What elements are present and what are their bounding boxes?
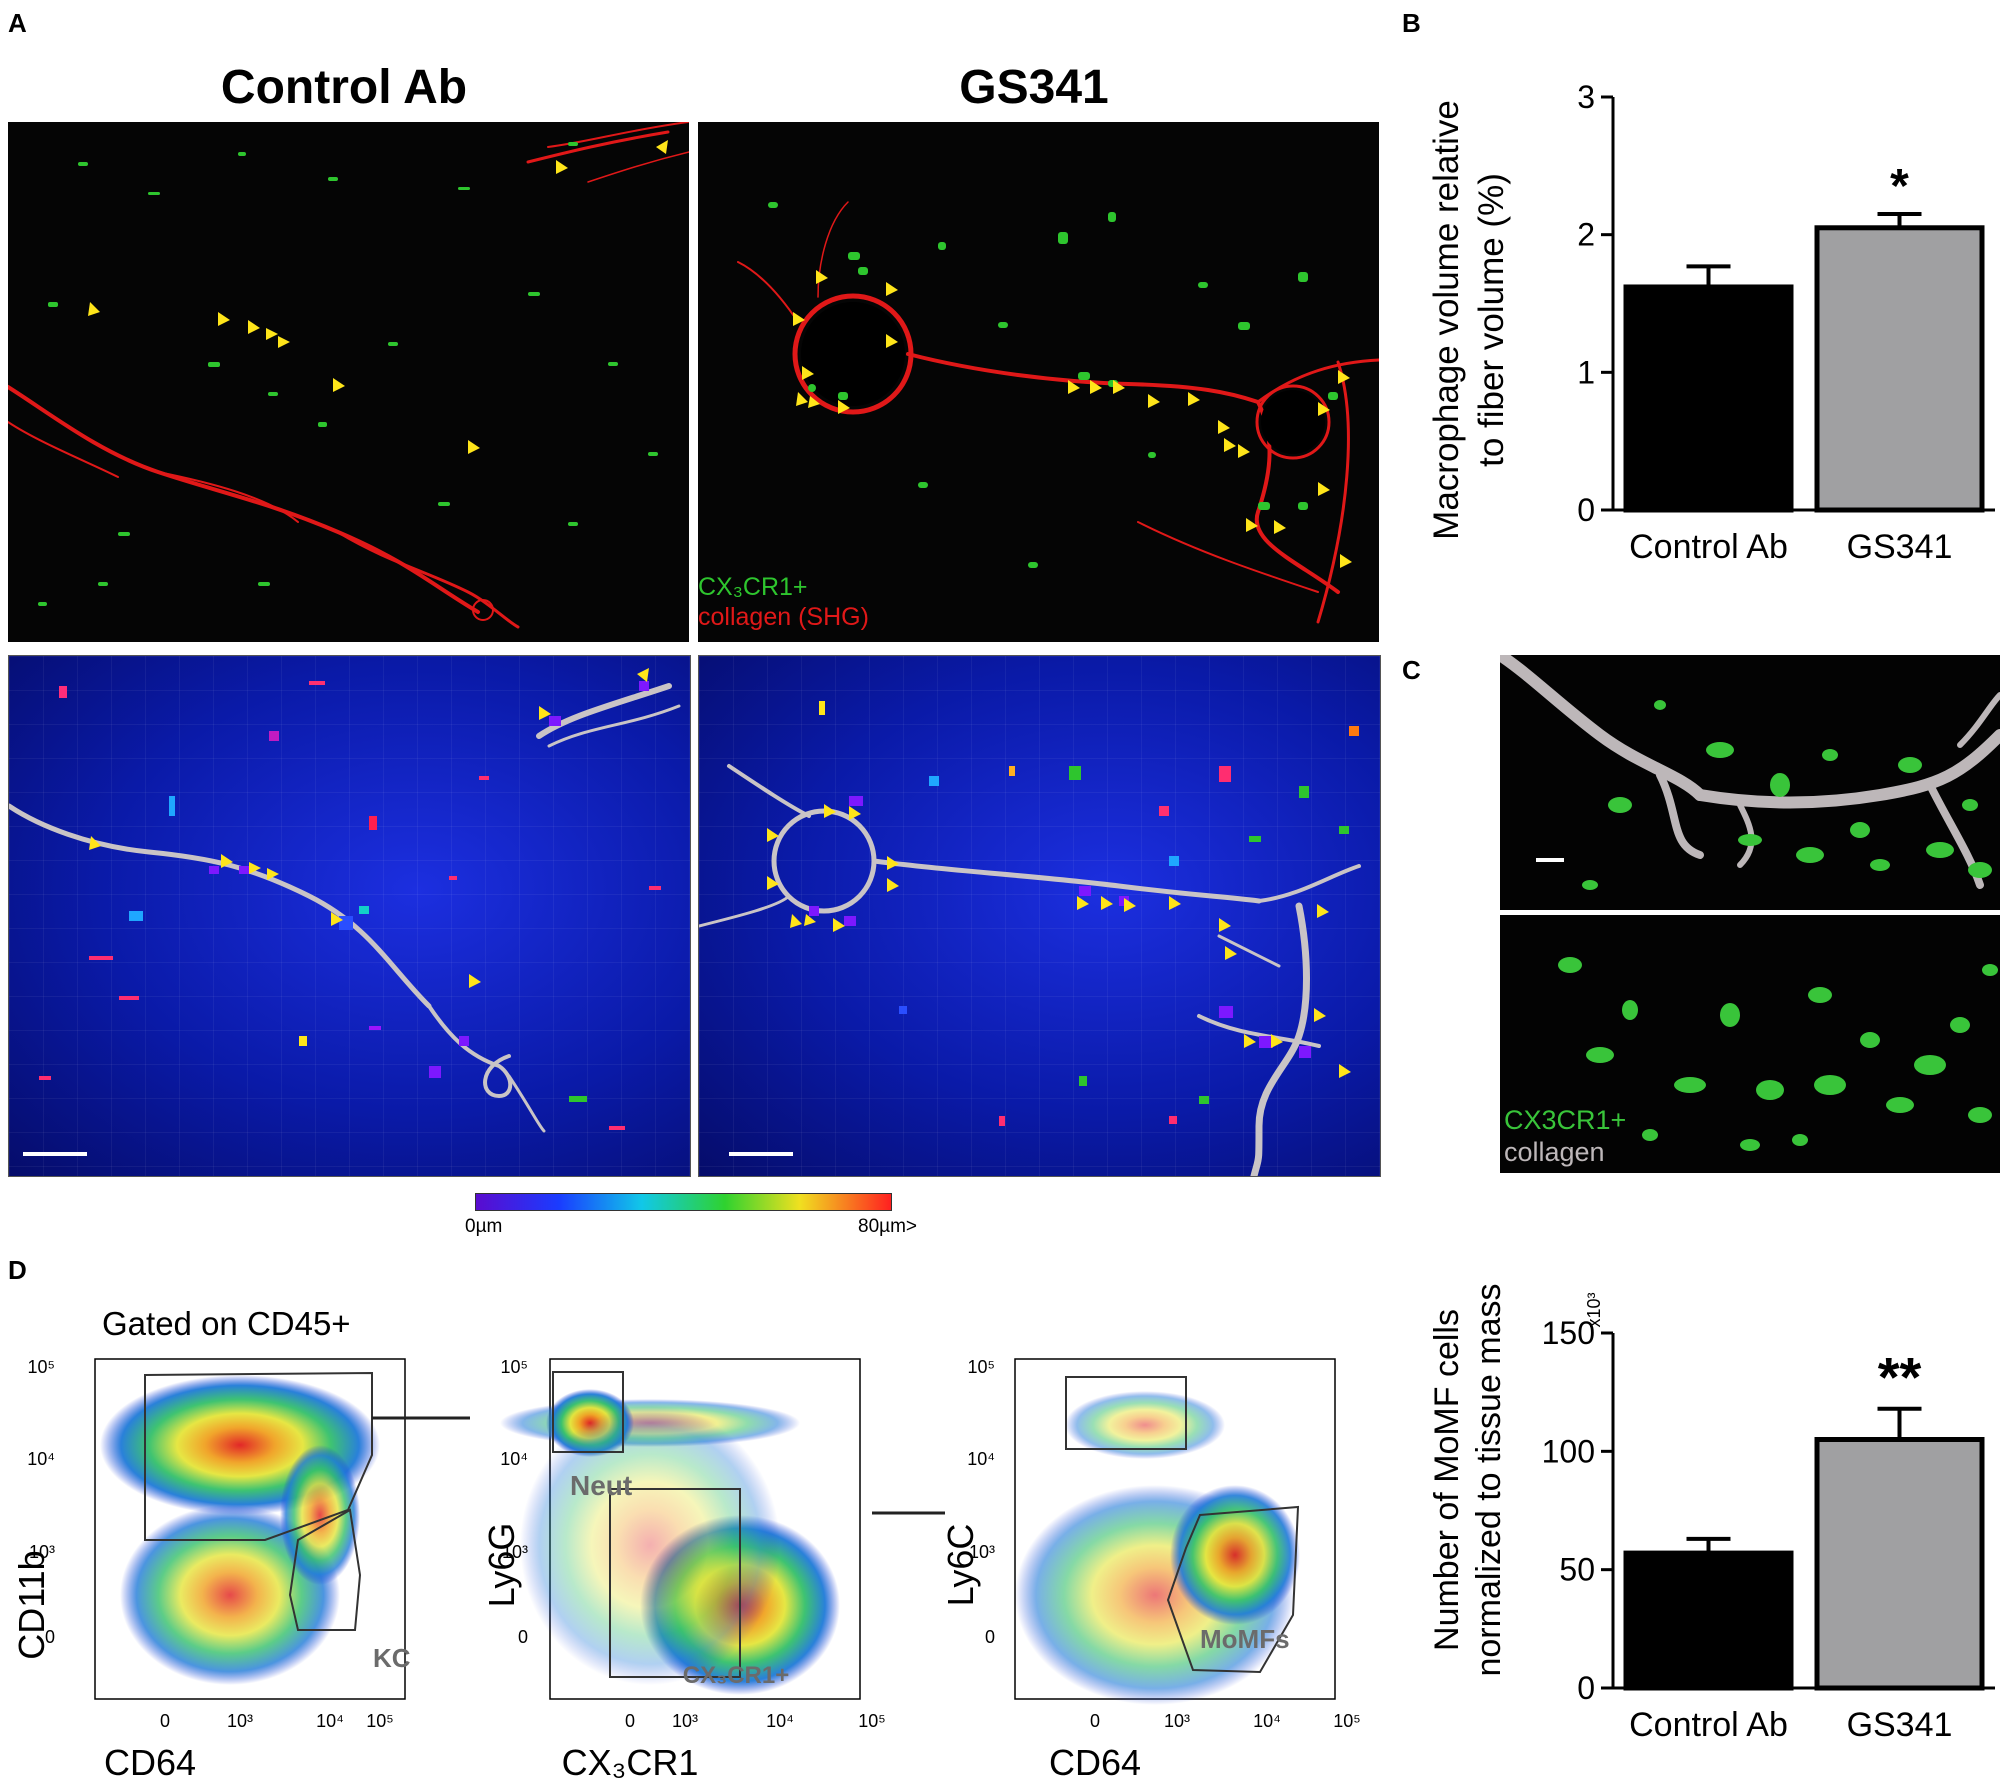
bar-1 <box>1814 225 1985 513</box>
kc-gate-label: KC <box>373 1643 411 1673</box>
panel-d-ylabel-line2: normalized to tissue mass <box>1470 1283 1508 1676</box>
tick: 10⁵ <box>28 1357 55 1377</box>
control-ab-title: Control Ab <box>220 61 468 114</box>
y-axis-label: CD11b <box>11 1550 52 1659</box>
panel-c-top-render <box>1500 655 2000 910</box>
tick: 10⁵ <box>858 1711 885 1731</box>
tick: 10³ <box>502 1542 528 1562</box>
tick: 10³ <box>969 1542 995 1562</box>
tick: 10⁴ <box>27 1449 55 1469</box>
panel-b-bar-chart: Macrophage volume relative to fiber volu… <box>1427 79 1995 566</box>
x-category-label: Control Ab <box>1629 1706 1788 1744</box>
gated-on-title: Gated on CD45+ <box>102 1305 351 1342</box>
gs341-3d-render <box>698 655 1381 1177</box>
panel-d-ylabel-line1: Number of MoMF cells <box>1428 1309 1466 1651</box>
panel-c-cx3cr1-legend: CX3CR1+ <box>1504 1105 1627 1135</box>
y-multiplier-label: x10³ <box>1584 1292 1604 1327</box>
control-3d-render <box>8 655 691 1177</box>
cx3cr1-legend: CX₃CR1+ <box>698 573 808 601</box>
tick: 0 <box>518 1627 528 1647</box>
tick: 10³ <box>1164 1711 1190 1731</box>
gs341-title: GS341 <box>959 61 1109 114</box>
flow-plot-ly6g-cx3cr1: Neut CX₃CR1+ 10⁵ 10⁴ 10³ 0 0 10³ 10⁴ 10⁵… <box>470 1355 890 1786</box>
x-category-label: GS341 <box>1847 1706 1953 1744</box>
panel-d-bar-chart: Number of MoMF cells normalized to tissu… <box>1428 1283 1995 1744</box>
x-axis-label: CD64 <box>1049 1742 1141 1783</box>
panel-b-ylabel-line1: Macrophage volume relative <box>1427 100 1466 540</box>
panel-label-d: D <box>8 1255 27 1285</box>
gs341-micrograph: CX₃CR1+ collagen (SHG) <box>698 122 1379 642</box>
panel-d-y-axis-label: Number of MoMF cells normalized to tissu… <box>1428 1283 1508 1676</box>
y-tick-label: 0 <box>1577 1670 1595 1706</box>
y-tick-label: 50 <box>1559 1552 1595 1588</box>
y-tick-label: 3 <box>1577 79 1595 115</box>
flow-plot-cd11b-cd64: KC 10⁵ 10⁴ 10³ 0 0 10³ 10⁴ 10⁵ CD64 CD11… <box>0 1355 420 1786</box>
tick: 10⁵ <box>968 1357 995 1377</box>
colorbar-max-label: 80µm> <box>858 1216 918 1237</box>
tick: 0 <box>45 1627 55 1647</box>
y-tick-label: 100 <box>1542 1433 1595 1469</box>
panel-b-ylabel-line2: to fiber volume (%) <box>1472 173 1511 467</box>
tick: 10⁵ <box>1333 1711 1360 1731</box>
y-tick-label: 2 <box>1577 217 1595 253</box>
significance-marker: * <box>1890 160 1909 213</box>
control-micrograph <box>8 122 689 642</box>
collagen-shg-legend: collagen (SHG) <box>698 603 869 631</box>
tick: 10³ <box>29 1542 55 1562</box>
x-category-label: GS341 <box>1847 528 1953 566</box>
tick: 10³ <box>227 1711 253 1731</box>
colorbar-min-label: 0µm <box>465 1216 503 1237</box>
x-category-label: Control Ab <box>1629 528 1788 566</box>
significance-marker: ** <box>1878 1346 1922 1409</box>
neut-gate-label: Neut <box>570 1470 632 1501</box>
tick: 10⁴ <box>967 1449 995 1469</box>
bar-0 <box>1623 284 1794 513</box>
panel-label-c: C <box>1402 655 1421 685</box>
tick: 10⁴ <box>316 1711 344 1731</box>
tick: 0 <box>625 1711 635 1731</box>
y-tick-label: 1 <box>1577 354 1595 390</box>
panel-b-y-axis-label: Macrophage volume relative to fiber volu… <box>1427 100 1511 540</box>
panel-label-b: B <box>1402 8 1421 38</box>
y-tick-label: 0 <box>1577 492 1595 528</box>
x-axis-label: CD64 <box>104 1742 196 1783</box>
tick: 10⁴ <box>500 1449 528 1469</box>
tick: 10³ <box>672 1711 698 1731</box>
panel-c-collagen-legend: collagen <box>1504 1137 1605 1167</box>
tick: 10⁴ <box>1253 1711 1281 1731</box>
momfs-gate-label: MoMFs <box>1200 1624 1290 1654</box>
panel-c-bottom-render: CX3CR1+ collagen <box>1500 915 2000 1173</box>
x-axis-label: CX₃CR1 <box>562 1742 699 1783</box>
tick: 10⁵ <box>501 1357 528 1377</box>
bar-1 <box>1814 1437 1985 1691</box>
tick: 10⁴ <box>766 1711 794 1731</box>
tick: 0 <box>1090 1711 1100 1731</box>
depth-colorbar <box>475 1193 892 1211</box>
tick: 0 <box>985 1627 995 1647</box>
tick: 10⁵ <box>366 1711 393 1731</box>
bar-0 <box>1623 1550 1794 1691</box>
y-axis-label: Ly6G <box>481 1523 522 1608</box>
y-axis-label: Ly6C <box>945 1524 981 1607</box>
flow-plot-ly6c-cd64: MoMFs 10⁵ 10⁴ 10³ 0 0 10³ 10⁴ 10⁵ CD64 L… <box>940 1355 1385 1786</box>
y-tick-label: 150 <box>1542 1315 1595 1351</box>
panel-label-a: A <box>8 8 27 38</box>
tick: 0 <box>160 1711 170 1731</box>
cx3cr1-gate-label: CX₃CR1+ <box>683 1662 789 1689</box>
